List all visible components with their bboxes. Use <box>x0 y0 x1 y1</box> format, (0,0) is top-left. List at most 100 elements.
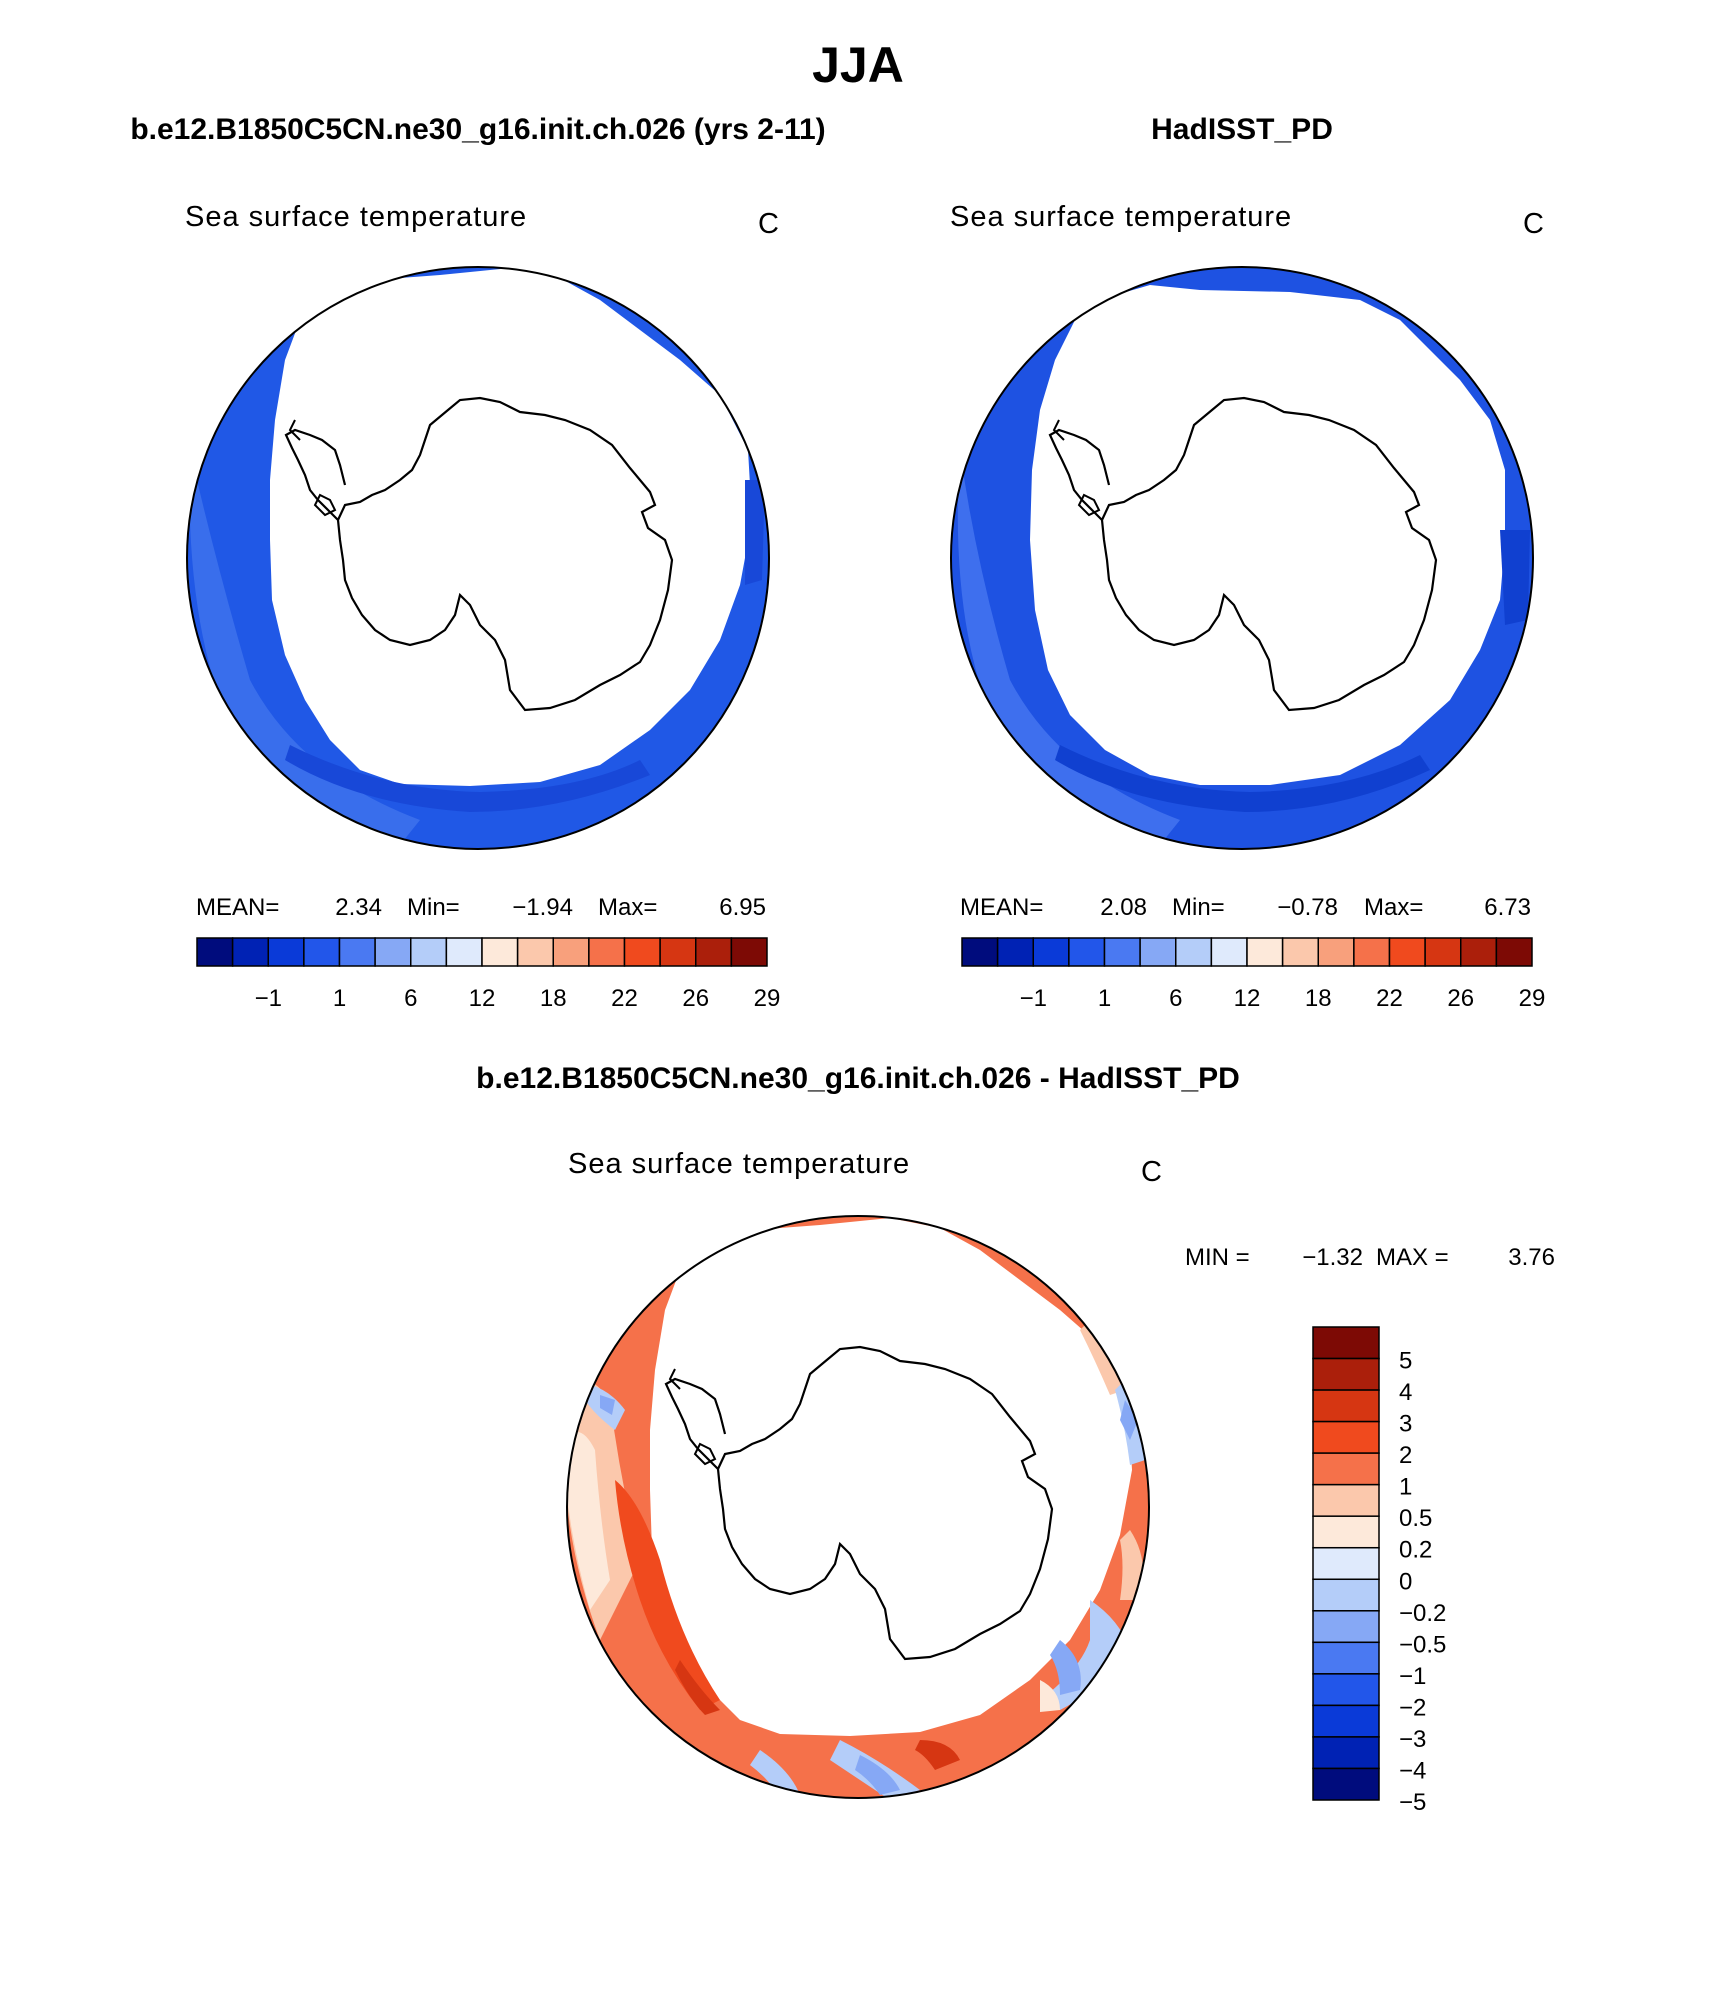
diff-colorbar-swatch <box>1312 1767 1380 1801</box>
model-colorbar-tick-label: 12 <box>469 985 496 1012</box>
obs-units-label: C <box>1523 208 1545 240</box>
model-units-label: C <box>758 208 780 240</box>
diff-colorbar-swatch <box>1312 1452 1380 1486</box>
diff-max-label: MAX = <box>1376 1244 1449 1271</box>
diff-colorbar-swatch <box>1312 1389 1380 1423</box>
obs-colorbar-tick-label: −1 <box>1020 985 1047 1012</box>
diff-panel-title: b.e12.B1850C5CN.ne30_g16.init.ch.026 - H… <box>476 1062 1240 1095</box>
model-min-label: Min= <box>407 894 460 921</box>
obs-colorbar-swatch <box>1460 937 1498 967</box>
model-colorbar-tick-label: −1 <box>255 985 282 1012</box>
obs-colorbar-swatch <box>1210 937 1248 967</box>
diff-colorbar-tick-label: 1 <box>1399 1474 1412 1501</box>
diff-colorbar-swatch <box>1312 1704 1380 1738</box>
obs-variable-label: Sea surface temperature <box>950 201 1292 233</box>
model-colorbar-swatch <box>481 937 519 967</box>
diff-colorbar-tick-label: 0.5 <box>1399 1505 1432 1532</box>
model-colorbar-swatch <box>623 937 661 967</box>
diff-colorbar-tick-label: −3 <box>1399 1726 1426 1753</box>
obs-colorbar: −1 1 6 12 18 22 26 29 <box>961 937 1546 1012</box>
diff-colorbar-swatch <box>1312 1610 1380 1644</box>
model-colorbar-swatch <box>445 937 483 967</box>
diff-colorbar-swatch <box>1312 1546 1380 1581</box>
model-colorbar-swatch <box>303 937 341 967</box>
model-colorbar-swatch <box>516 937 554 967</box>
diff-colorbar-tick-label: 2 <box>1399 1442 1412 1469</box>
diff-units-label: C <box>1141 1156 1163 1188</box>
obs-colorbar-swatch <box>1424 937 1462 967</box>
diff-colorbar-tick-label: −2 <box>1399 1694 1426 1721</box>
model-colorbar-swatch <box>695 937 733 967</box>
obs-colorbar-swatch <box>996 937 1034 967</box>
diff-max-value: 3.76 <box>1508 1244 1555 1271</box>
model-panel-title: b.e12.B1850C5CN.ne30_g16.init.ch.026 (yr… <box>130 113 825 146</box>
model-colorbar-swatch <box>410 937 448 967</box>
obs-colorbar-tick-label: 22 <box>1376 985 1403 1012</box>
obs-colorbar-tick-label: 29 <box>1519 985 1546 1012</box>
diff-colorbar-tick-label: 0.2 <box>1399 1537 1432 1564</box>
model-colorbar-swatch <box>588 937 626 967</box>
obs-colorbar-tick-label: 6 <box>1169 985 1182 1012</box>
obs-colorbar-swatch <box>1068 937 1106 967</box>
obs-colorbar-tick-label: 26 <box>1447 985 1474 1012</box>
diff-colorbar-swatch <box>1312 1483 1380 1517</box>
obs-panel: HadISST_PD Sea surface temperature C MEA… <box>950 113 1546 1012</box>
obs-panel-title: HadISST_PD <box>1151 113 1333 146</box>
obs-colorbar-swatch <box>1032 937 1070 967</box>
model-max-value: 6.95 <box>719 894 766 921</box>
model-mean-label: MEAN= <box>196 894 279 921</box>
model-variable-label: Sea surface temperature <box>185 201 527 233</box>
model-colorbar-tick-label: 6 <box>404 985 417 1012</box>
obs-min-value: −0.78 <box>1277 894 1338 921</box>
obs-colorbar-swatch <box>1103 937 1141 967</box>
obs-colorbar-tick-label: 18 <box>1305 985 1332 1012</box>
obs-max-value: 6.73 <box>1484 894 1531 921</box>
obs-min-label: Min= <box>1172 894 1225 921</box>
obs-colorbar-swatch <box>1281 937 1319 967</box>
diff-colorbar: 5 4 3 2 1 0.5 0.2 0 −0.2 −0.5 −1 −2 −3 −4 −5 <box>1312 1326 1446 1816</box>
diff-colorbar-swatch <box>1312 1357 1380 1391</box>
diff-antarctica-outline <box>664 1345 1054 1661</box>
diff-colorbar-swatch <box>1312 1515 1380 1549</box>
obs-colorbar-swatch <box>1495 937 1533 967</box>
diff-colorbar-tick-label: 4 <box>1399 1379 1412 1406</box>
obs-stats-line: MEAN= 2.08 Min= −0.78 Max= 6.73 <box>960 894 1531 921</box>
model-colorbar-swatch <box>231 937 269 967</box>
model-colorbar-swatch <box>196 937 234 967</box>
diff-colorbar-tick-label: 0 <box>1399 1568 1412 1595</box>
model-panel: b.e12.B1850C5CN.ne30_g16.init.ch.026 (yr… <box>130 113 825 1012</box>
diff-colorbar-tick-label: 5 <box>1399 1348 1412 1375</box>
model-colorbar-swatch <box>267 937 305 967</box>
diff-panel: b.e12.B1850C5CN.ne30_g16.init.ch.026 - H… <box>476 1062 1555 1816</box>
obs-mean-value: 2.08 <box>1100 894 1147 921</box>
model-antarctica-outline <box>284 396 674 712</box>
model-colorbar-swatch <box>659 937 697 967</box>
model-colorbar-tick-label: 26 <box>682 985 709 1012</box>
diff-variable-label: Sea surface temperature <box>568 1148 910 1180</box>
obs-colorbar-swatch <box>1139 937 1177 967</box>
model-min-value: −1.94 <box>512 894 573 921</box>
model-max-label: Max= <box>598 894 657 921</box>
diff-stats-line: MIN = −1.32 MAX = 3.76 <box>1185 1244 1555 1271</box>
diff-colorbar-tick-label: −0.2 <box>1399 1600 1446 1627</box>
obs-max-label: Max= <box>1364 894 1423 921</box>
model-stats-line: MEAN= 2.34 Min= −1.94 Max= 6.95 <box>196 894 766 921</box>
obs-polar-map <box>950 266 1534 850</box>
diff-colorbar-swatch <box>1312 1578 1380 1612</box>
diff-min-value: −1.32 <box>1302 1244 1363 1271</box>
obs-colorbar-swatch <box>1175 937 1213 967</box>
diff-colorbar-swatch <box>1312 1420 1380 1454</box>
obs-colorbar-swatch <box>1246 937 1284 967</box>
obs-colorbar-swatch <box>1388 937 1426 967</box>
diff-polar-map <box>566 1215 1150 1799</box>
model-polar-map <box>186 266 770 850</box>
diff-colorbar-tick-label: 3 <box>1399 1411 1412 1438</box>
obs-colorbar-tick-label: 12 <box>1234 985 1261 1012</box>
model-colorbar-tick-label: 18 <box>540 985 567 1012</box>
model-colorbar-swatch <box>338 937 376 967</box>
diff-colorbar-tick-label: −5 <box>1399 1789 1426 1816</box>
obs-mean-label: MEAN= <box>960 894 1043 921</box>
diff-colorbar-tick-label: −1 <box>1399 1663 1426 1690</box>
obs-colorbar-tick-label: 1 <box>1098 985 1111 1012</box>
diff-colorbar-tick-label: −4 <box>1399 1757 1426 1784</box>
